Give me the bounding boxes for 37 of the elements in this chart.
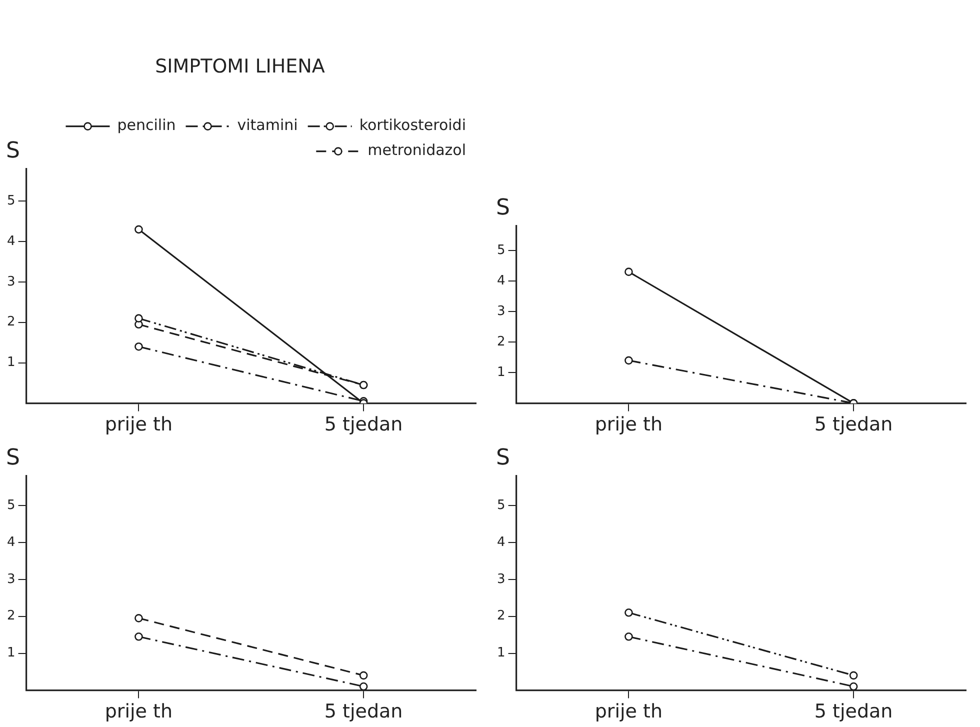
legend-label: vitamini (237, 116, 298, 134)
y-tick-label: 5 (6, 194, 16, 209)
y-tick-label: 2 (6, 314, 16, 330)
y-tick-label: 2 (496, 608, 506, 624)
y-tick-label: 1 (6, 646, 16, 661)
y-tick-label: 5 (496, 242, 506, 258)
x-tick-label: prije th (594, 414, 663, 436)
y-tick-label: 3 (496, 572, 506, 587)
y-tick-label: 2 (496, 334, 506, 350)
legend-label: metronidazol (368, 141, 466, 160)
y-tick-label: 5 (496, 498, 506, 513)
x-tick-label: prije th (594, 700, 663, 723)
chart-title: SIMPTOMI LIHENA (155, 55, 325, 78)
legend-label: pencilin (117, 116, 176, 134)
y-axis-title: S (496, 446, 510, 471)
y-tick-label: 5 (6, 498, 16, 513)
y-tick-label: 3 (6, 274, 16, 290)
y-axis-title: S (6, 446, 20, 471)
y-tick-label: 2 (6, 608, 16, 624)
y-tick-label: 4 (6, 234, 16, 249)
y-axis-title: S (6, 138, 20, 164)
y-tick-label: 4 (496, 534, 506, 550)
x-tick-label: 5 tjedan (814, 700, 893, 723)
x-tick-label: 5 tjedan (324, 414, 403, 436)
x-tick-label: prije th (104, 414, 173, 436)
x-tick-label: 5 tjedan (814, 414, 893, 436)
x-tick-label: 5 tjedan (324, 700, 403, 723)
legend-label: kortikosteroidi (359, 116, 466, 134)
y-tick-label: 1 (496, 646, 506, 661)
y-axis-title: S (496, 196, 510, 221)
y-tick-label: 3 (6, 572, 16, 587)
y-tick-label: 3 (496, 304, 506, 319)
y-tick-label: 4 (6, 534, 16, 550)
y-tick-label: 4 (496, 273, 506, 288)
y-tick-label: 1 (6, 355, 16, 370)
y-tick-label: 1 (496, 365, 506, 380)
x-tick-label: prije th (104, 700, 173, 723)
